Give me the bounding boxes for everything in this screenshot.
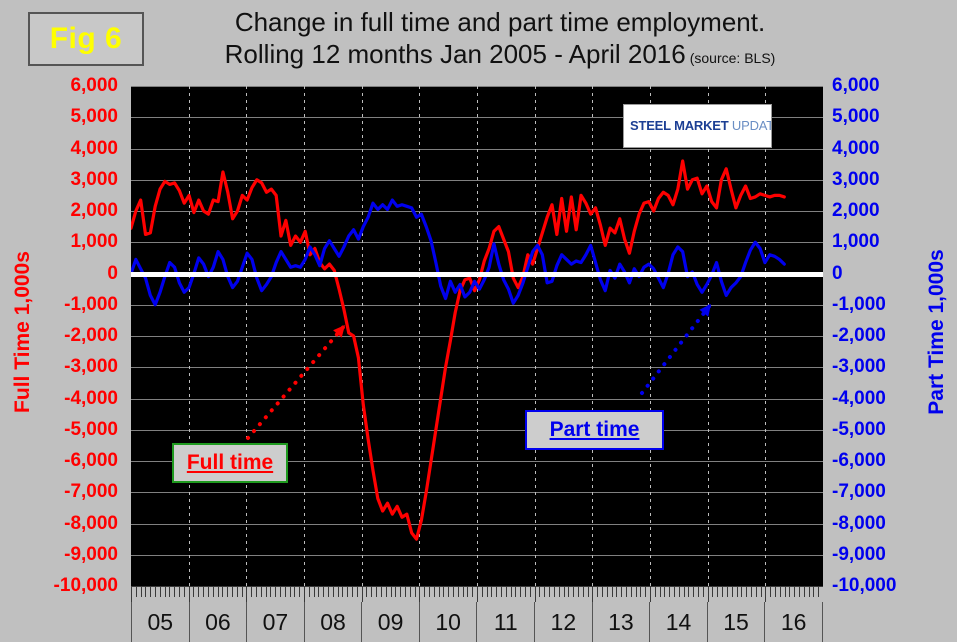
x-axis: 05 06 07 08 09 10 11 12 13 14 15 16 xyxy=(131,586,823,642)
y-axis-left-tick: -1,000 xyxy=(64,293,118,315)
figure-badge: Fig 6 xyxy=(28,12,144,66)
logo-text: STEEL MARKET UPDATE xyxy=(630,118,771,133)
annotation-part-time: Part time xyxy=(525,410,664,450)
y-axis-right-ticks: 6,000 5,000 4,000 3,000 2,000 1,000 0 -1,000 -2,… xyxy=(832,76,922,595)
y-axis-left-tick: -10,000 xyxy=(53,575,118,596)
x-axis-labels: 05 06 07 08 09 10 11 12 13 14 15 16 xyxy=(131,602,823,642)
full-time-arrow-icon xyxy=(246,323,347,440)
y-axis-right-tick: -4,000 xyxy=(832,387,886,409)
part-time-arrow-icon xyxy=(640,302,713,395)
chart-title-block: Change in full time and part time employ… xyxy=(160,6,840,74)
x-axis-tick-label: 08 xyxy=(303,602,362,642)
x-axis-tick-label: 06 xyxy=(188,602,247,642)
y-axis-left-tick: 6,000 xyxy=(70,75,118,96)
logo-word-steel: STEEL xyxy=(630,118,671,133)
steel-market-update-logo: STEEL MARKET UPDATE xyxy=(623,104,772,148)
chart-title-line2-wrap: Rolling 12 months Jan 2005 - April 2016(… xyxy=(160,38,840,74)
y-axis-right-tick: 6,000 xyxy=(832,75,880,96)
x-axis-tick-label: 14 xyxy=(649,602,707,642)
y-axis-left-tick: -7,000 xyxy=(64,481,118,503)
y-axis-left-tick: 5,000 xyxy=(70,106,118,128)
y-axis-left-tick: 1,000 xyxy=(70,231,118,253)
y-axis-right-tick: -10,000 xyxy=(832,575,897,596)
x-axis-tick-label: 11 xyxy=(476,602,534,642)
plot-area xyxy=(131,86,823,586)
x-axis-tick-label: 12 xyxy=(534,602,592,642)
figure-badge-label: Fig 6 xyxy=(49,22,123,55)
x-axis-tick-label: 09 xyxy=(361,602,419,642)
y-axis-right-tick: -8,000 xyxy=(832,512,886,534)
x-axis-tick-label: 15 xyxy=(706,602,765,642)
y-axis-left-tick: 4,000 xyxy=(70,137,118,159)
x-axis-minor-ticks xyxy=(131,586,823,602)
y-axis-left-tick: 0 xyxy=(107,262,118,284)
x-axis-tick-label: 05 xyxy=(131,602,189,642)
y-axis-right-tick: 4,000 xyxy=(832,137,880,159)
x-axis-tick-label: 13 xyxy=(591,602,650,642)
y-axis-left-tick: 2,000 xyxy=(70,200,118,221)
y-axis-left-tick: -8,000 xyxy=(64,512,118,534)
y-axis-right-tick: -5,000 xyxy=(832,418,886,440)
plot-svg xyxy=(131,86,823,586)
y-axis-right-tick: -6,000 xyxy=(832,450,886,471)
y-axis-right-tick: 1,000 xyxy=(832,231,880,253)
chart-title-line1: Change in full time and part time employ… xyxy=(234,7,766,37)
y-axis-right-tick: -9,000 xyxy=(832,543,886,565)
annotation-part-time-label: Part time xyxy=(549,418,640,441)
y-axis-right-tick: 2,000 xyxy=(832,200,880,221)
x-axis-tick-label: 10 xyxy=(418,602,477,642)
x-axis-tick-label: 07 xyxy=(246,602,304,642)
y-axis-left-tick: -3,000 xyxy=(64,356,118,378)
y-axis-left-ticks: 6,000 5,000 4,000 3,000 2,000 1,000 0 -1,000 -2,… xyxy=(28,76,118,595)
y-axis-right-tick: -3,000 xyxy=(832,356,886,378)
y-axis-left-tick: -4,000 xyxy=(64,387,118,409)
y-axis-left-tick: -6,000 xyxy=(64,450,118,471)
chart-source-note: (source: BLS) xyxy=(689,50,776,66)
chart-title-line2: Rolling 12 months Jan 2005 - April 2016 xyxy=(224,39,686,69)
y-axis-right-tick: -2,000 xyxy=(832,325,886,346)
y-axis-right-title: Part Time 1,000s xyxy=(925,249,948,415)
y-axis-left-tick: -2,000 xyxy=(64,325,118,346)
annotation-arrows xyxy=(246,302,713,440)
y-axis-right-tick: 0 xyxy=(832,262,843,284)
annotation-full-time: Full time xyxy=(172,443,288,483)
horizontal-gridlines xyxy=(131,86,823,556)
y-axis-right-tick: 5,000 xyxy=(832,106,880,128)
y-axis-right-tick: -1,000 xyxy=(832,293,886,315)
y-axis-left-tick: 3,000 xyxy=(70,168,118,190)
x-axis-tick-label: 16 xyxy=(764,602,823,642)
logo-word-market: MARKET xyxy=(674,118,729,133)
y-axis-left-tick: -5,000 xyxy=(64,418,118,440)
y-axis-right-tick: 3,000 xyxy=(832,168,880,190)
logo-word-update: UPDATE xyxy=(731,118,771,133)
y-axis-right-tick: -7,000 xyxy=(832,481,886,503)
annotation-full-time-label: Full time xyxy=(186,451,274,474)
y-axis-left-tick: -9,000 xyxy=(64,543,118,565)
